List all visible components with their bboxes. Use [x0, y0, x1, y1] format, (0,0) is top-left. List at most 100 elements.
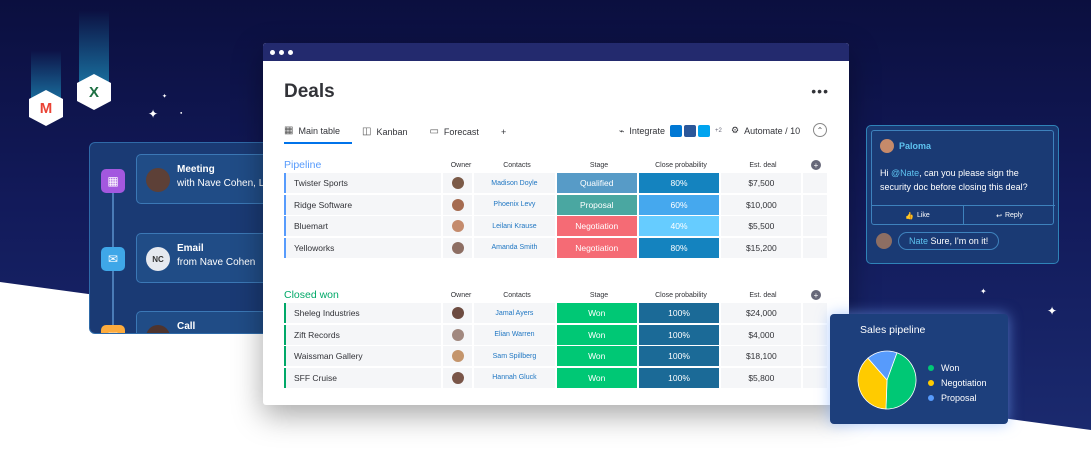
owner-cell[interactable] [442, 303, 473, 324]
deal-value[interactable]: $5,500 [721, 216, 802, 237]
column-header[interactable]: Est. deal [749, 291, 777, 299]
deal-name[interactable]: Zift Records [284, 324, 441, 345]
mention[interactable]: @Nate [891, 168, 920, 178]
tab-kanban[interactable]: ◫ Kanban [362, 125, 419, 144]
owner-cell[interactable] [442, 367, 473, 388]
chevron-up-icon[interactable]: ⌃ [813, 123, 827, 137]
stage-cell[interactable]: Negotiation [556, 237, 637, 258]
tab-forecast[interactable]: ▭ Forecast [429, 125, 490, 144]
deal-value[interactable]: $24,000 [721, 303, 802, 324]
mention[interactable]: Nate [909, 236, 929, 246]
deal-value[interactable]: $18,100 [721, 346, 802, 367]
automate-button[interactable]: ⚙ Automate / 10 [731, 125, 800, 136]
stage-cell[interactable]: Won [556, 303, 637, 324]
deal-name[interactable]: Yelloworks [284, 237, 441, 258]
contact-link[interactable]: Amanda Smith [474, 237, 555, 258]
group-title[interactable]: Pipeline [284, 159, 322, 171]
contact-link[interactable]: Elian Warren [474, 324, 555, 345]
stage-cell[interactable]: Qualified [556, 173, 637, 194]
add-column-icon[interactable]: + [811, 290, 821, 300]
owner-cell[interactable] [442, 346, 473, 367]
column-header[interactable]: Stage [589, 291, 609, 299]
avatar: NC [146, 247, 170, 271]
table-row[interactable]: Yelloworks Amanda Smith Negotiation 80% … [284, 237, 829, 258]
probability-cell[interactable]: 80% [638, 237, 720, 258]
probability-cell[interactable]: 80% [638, 173, 720, 194]
table-row[interactable]: Sheleg Industries Jamal Ayers Won 100% $… [284, 303, 829, 324]
column-header[interactable]: Contacts [503, 291, 531, 299]
stage-cell[interactable]: Won [556, 346, 637, 367]
column-header[interactable]: Est. deal [749, 161, 777, 169]
owner-cell[interactable] [442, 194, 473, 215]
tab-label: Main table [298, 125, 340, 136]
contact-link[interactable]: Hannah Gluck [474, 367, 555, 388]
probability-cell[interactable]: 100% [638, 367, 720, 388]
contact-link[interactable]: Sam Spillberg [474, 346, 555, 367]
deal-value[interactable]: $5,800 [721, 367, 802, 388]
deal-name[interactable]: Twister Sports [284, 173, 441, 194]
probability-cell[interactable]: 40% [638, 216, 720, 237]
contact-link[interactable]: Jamal Ayers [474, 303, 555, 324]
avatar [146, 168, 170, 192]
deal-name[interactable]: Ridge Software [284, 194, 441, 215]
probability-cell[interactable]: 100% [638, 303, 720, 324]
column-header[interactable]: Stage [589, 161, 609, 169]
column-header[interactable]: Close probability [655, 161, 707, 169]
column-header[interactable]: Close probability [655, 291, 707, 299]
stage-cell[interactable]: Won [556, 324, 637, 345]
stage-cell[interactable]: Won [556, 367, 637, 388]
column-header[interactable]: Contacts [503, 161, 531, 169]
deal-name[interactable]: Waissman Gallery [284, 346, 441, 367]
window-dot[interactable] [279, 49, 284, 55]
legend-swatch [928, 364, 934, 371]
activity-call-card[interactable]: Call [136, 311, 268, 333]
reply-button[interactable]: ↩ Reply [964, 206, 1055, 225]
contact-link[interactable]: Leilani Krause [474, 216, 555, 237]
window-dot[interactable] [288, 49, 293, 55]
probability-cell[interactable]: 100% [638, 346, 720, 367]
stage-cell[interactable]: Negotiation [556, 216, 637, 237]
owner-cell[interactable] [442, 237, 473, 258]
deal-value[interactable]: $4,000 [721, 324, 802, 345]
deal-value[interactable]: $10,000 [721, 194, 802, 215]
deal-name[interactable]: Bluemart [284, 216, 441, 237]
add-column-icon[interactable]: + [811, 160, 821, 170]
add-view-button[interactable]: + [501, 125, 518, 144]
reply-bubble[interactable]: Nate Sure, I'm on it! [898, 232, 1000, 250]
column-header[interactable]: Owner [450, 291, 472, 299]
activity-meeting-card[interactable]: Meeting with Nave Cohen, Lita [136, 154, 269, 204]
legend-item: Won [928, 360, 987, 375]
deal-value[interactable]: $7,500 [721, 173, 802, 194]
owner-cell[interactable] [442, 216, 473, 237]
comment-author: Paloma [880, 139, 931, 153]
more-options-icon[interactable]: ••• [811, 83, 829, 99]
gmail-icon[interactable]: M [29, 90, 63, 126]
activity-title: Email [177, 243, 204, 254]
table-row[interactable]: Bluemart Leilani Krause Negotiation 40% … [284, 216, 829, 237]
integrate-button[interactable]: ⌁ Integrate +2 [619, 125, 722, 137]
table-row[interactable]: Ridge Software Phoenix Levy Proposal 60%… [284, 194, 829, 215]
like-button[interactable]: 👍 Like [872, 206, 964, 225]
table-row[interactable]: Zift Records Elian Warren Won 100% $4,00… [284, 324, 829, 345]
activity-subtitle: with Nave Cohen, Lita [177, 178, 269, 189]
group-title[interactable]: Closed won [284, 289, 339, 301]
table-row[interactable]: Waissman Gallery Sam Spillberg Won 100% … [284, 346, 829, 367]
table-row[interactable]: Twister Sports Madison Doyle Qualified 8… [284, 173, 829, 194]
owner-cell[interactable] [442, 324, 473, 345]
contact-link[interactable]: Madison Doyle [474, 173, 555, 194]
probability-cell[interactable]: 100% [638, 324, 720, 345]
deal-value[interactable]: $15,200 [721, 237, 802, 258]
window-dot[interactable] [270, 49, 275, 55]
probability-cell[interactable]: 60% [638, 194, 720, 215]
group-pipeline: Pipeline Owner Contacts Stage Close prob… [284, 158, 829, 258]
activity-email-card[interactable]: NC Email from Nave Cohen [136, 233, 268, 283]
stage-cell[interactable]: Proposal [556, 194, 637, 215]
deal-name[interactable]: SFF Cruise [284, 367, 441, 388]
like-label: Like [916, 212, 930, 219]
contact-link[interactable]: Phoenix Levy [474, 194, 555, 215]
deal-name[interactable]: Sheleg Industries [284, 303, 441, 324]
tab-main-table[interactable]: ▦ Main table [284, 125, 352, 144]
owner-cell[interactable] [442, 173, 473, 194]
column-header[interactable]: Owner [450, 161, 472, 169]
table-row[interactable]: SFF Cruise Hannah Gluck Won 100% $5,800 [284, 367, 829, 388]
